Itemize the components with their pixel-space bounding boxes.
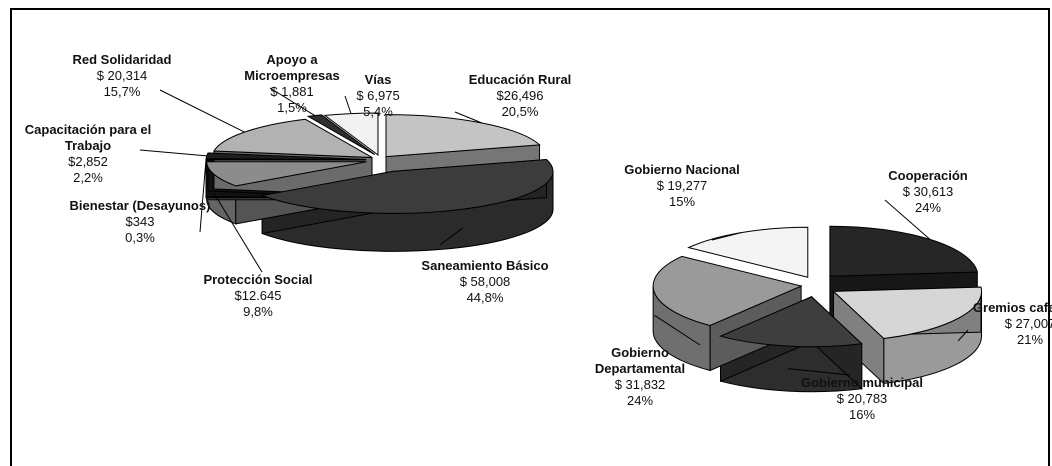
leader-line xyxy=(454,111,483,124)
slice-label: Gobierno Departamental $ 31,832 24% xyxy=(565,345,715,409)
percent-label: 15% xyxy=(668,194,696,209)
slice xyxy=(652,255,803,326)
leader-line xyxy=(439,227,463,246)
leader-line xyxy=(654,314,701,346)
value-label: $ 58,008 xyxy=(459,274,511,289)
leader-line xyxy=(711,232,742,241)
leader-line xyxy=(139,149,207,157)
slice-label: Vías $ 6,975 5,4% xyxy=(303,72,453,120)
leader-line xyxy=(788,368,851,376)
slice-label: Apoyo a Microempresas $ 1,881 1,5% xyxy=(217,52,367,116)
slice xyxy=(719,296,863,348)
category-label: Protección Social xyxy=(203,272,313,287)
slice-label: Saneamiento Básico $ 58,008 44,8% xyxy=(410,258,560,306)
leader-line xyxy=(344,95,352,114)
slice xyxy=(829,225,978,277)
category-label: Capacitación para el Trabajo xyxy=(24,122,152,153)
value-label: $ 1,881 xyxy=(270,84,314,99)
slice-label: Protección Social $12.645 9,8% xyxy=(183,272,333,320)
slice xyxy=(206,161,367,187)
category-label: Cooperación xyxy=(888,168,968,183)
category-label: Gobierno Nacional xyxy=(624,162,740,177)
slice-label: Capacitación para el Trabajo $2,852 2,2% xyxy=(13,122,163,186)
percent-label: 9,8% xyxy=(243,304,273,319)
value-label: $12.645 xyxy=(234,288,282,303)
value-label: $343 xyxy=(125,214,155,229)
category-label: Gobierno municipal xyxy=(800,375,924,390)
slice-label: Gobierno Nacional $ 19,277 15% xyxy=(607,162,757,210)
slice-label: Red Solidaridad $ 20,314 15,7% xyxy=(47,52,197,100)
category-label: Gobierno Departamental xyxy=(594,345,686,376)
percent-label: 1,5% xyxy=(277,100,307,115)
slice xyxy=(213,118,373,158)
value-label: $ 19,277 xyxy=(656,178,708,193)
percent-label: 0,3% xyxy=(125,230,155,245)
slice xyxy=(260,159,554,214)
percent-label: 20,5% xyxy=(501,104,539,119)
category-label: Saneamiento Básico xyxy=(421,258,549,273)
leader-line xyxy=(884,199,931,240)
slice-label: Gobierno municipal $ 20,783 16% xyxy=(787,375,937,423)
category-label: Educación Rural xyxy=(468,72,572,87)
percent-label: 16% xyxy=(848,407,876,422)
leader-line xyxy=(957,329,969,342)
percent-label: 24% xyxy=(626,393,654,408)
value-label: $ 31,832 xyxy=(614,377,666,392)
value-label: $ 27,007 xyxy=(1004,316,1052,331)
percent-label: 24% xyxy=(914,200,942,215)
percent-label: 2,2% xyxy=(73,170,103,185)
leader-line xyxy=(199,159,207,233)
percent-label: 5,4% xyxy=(363,104,393,119)
slice-label: Bienestar (Desayunos) $343 0,3% xyxy=(65,198,215,246)
slice xyxy=(306,114,376,155)
leader-line xyxy=(159,89,245,133)
slice xyxy=(687,226,809,278)
slice-label: Cooperación $ 30,613 24% xyxy=(853,168,1003,216)
value-label: $ 20,783 xyxy=(836,391,888,406)
leader-line xyxy=(213,193,263,273)
category-label: Red Solidaridad xyxy=(72,52,172,67)
percent-label: 15,7% xyxy=(103,84,141,99)
category-label: Apoyo a Microempresas xyxy=(244,52,340,83)
category-label: Bienestar (Desayunos) xyxy=(69,198,211,213)
value-label: $26,496 xyxy=(496,88,544,103)
slice xyxy=(323,112,379,157)
value-label: $2,852 xyxy=(68,154,108,169)
percent-label: 21% xyxy=(1016,332,1044,347)
value-label: $ 30,613 xyxy=(902,184,954,199)
category-label: Vías xyxy=(364,72,392,87)
category-label: Gremios cafeteros xyxy=(972,300,1052,315)
frame xyxy=(10,8,1050,466)
leader-line xyxy=(269,87,316,117)
percent-label: 44,8% xyxy=(466,290,504,305)
slice xyxy=(205,152,367,160)
value-label: $ 20,314 xyxy=(96,68,148,83)
value-label: $ 6,975 xyxy=(356,88,400,103)
slice-label: Educación Rural $26,496 20,5% xyxy=(445,72,595,120)
slice xyxy=(832,286,982,339)
